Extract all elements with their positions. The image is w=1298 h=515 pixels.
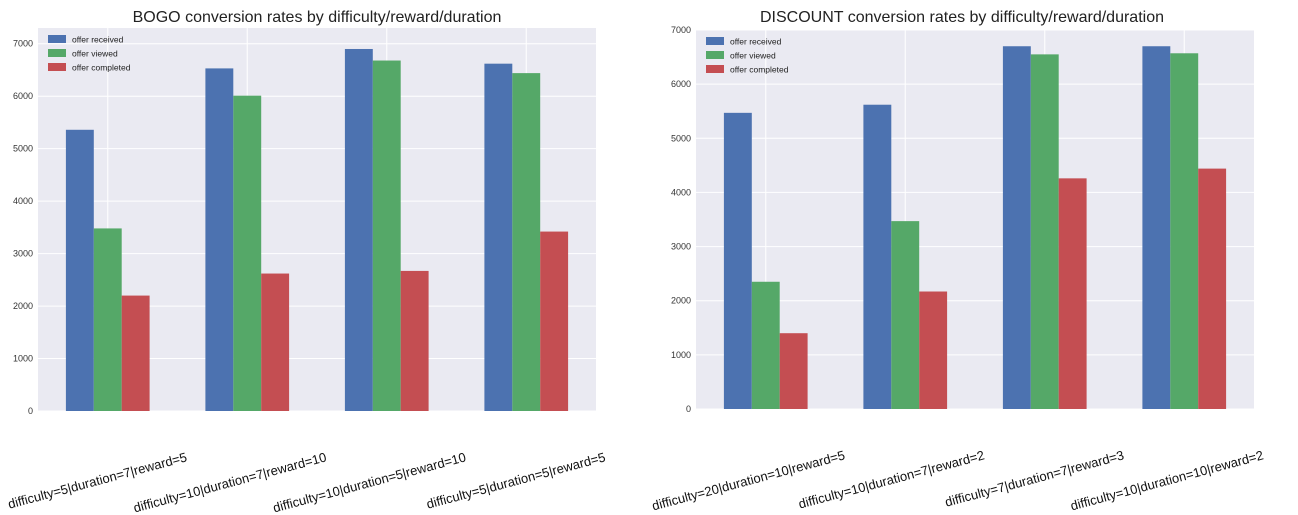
bogo-bar-offer-received bbox=[205, 68, 234, 412]
bogo-y-tick-label: 3000 bbox=[13, 249, 33, 259]
bogo-legend-label: offer completed bbox=[72, 63, 131, 73]
discount-y-tick-label: 2000 bbox=[671, 296, 691, 306]
discount-bar-offer-viewed bbox=[1170, 53, 1199, 409]
discount-y-tick-label: 4000 bbox=[671, 187, 691, 197]
discount-chart-title: DISCOUNT conversion rates by difficulty/… bbox=[760, 9, 1164, 26]
discount-legend-swatch bbox=[706, 51, 724, 59]
discount-chart: DISCOUNT conversion rates by difficulty/… bbox=[650, 9, 1265, 513]
bogo-legend: offer received offer viewed offer complete… bbox=[48, 35, 131, 73]
bogo-bar-offer-received bbox=[65, 129, 94, 411]
bogo-y-tick-label: 2000 bbox=[13, 301, 33, 311]
bogo-bar-offer-viewed bbox=[372, 60, 401, 411]
bogo-bar-offer-viewed bbox=[93, 228, 122, 411]
bogo-chart-title: BOGO conversion rates by difficulty/rewa… bbox=[133, 9, 502, 26]
discount-y-tick-label: 1000 bbox=[671, 350, 691, 360]
discount-bar-offer-completed bbox=[1198, 168, 1227, 409]
discount-y-tick-label: 7000 bbox=[671, 25, 691, 35]
discount-legend-label: offer completed bbox=[730, 65, 789, 75]
discount-legend: offer received offer viewed offer complete… bbox=[706, 37, 789, 75]
bogo-y-tick-label: 1000 bbox=[13, 354, 33, 364]
bogo-bar-offer-completed bbox=[261, 273, 290, 411]
bogo-chart: BOGO conversion rates by difficulty/rewa… bbox=[6, 9, 607, 515]
discount-y-tick-label: 0 bbox=[686, 404, 691, 414]
discount-bar-offer-received bbox=[863, 104, 892, 410]
discount-y-tick-label: 3000 bbox=[671, 242, 691, 252]
discount-legend-swatch bbox=[706, 65, 724, 73]
discount-y-tick-label: 5000 bbox=[671, 133, 691, 143]
bogo-legend-swatch bbox=[48, 49, 66, 57]
bogo-y-tick-label: 6000 bbox=[13, 91, 33, 101]
bogo-y-tick-label: 4000 bbox=[13, 196, 33, 206]
bogo-bar-offer-completed bbox=[540, 231, 569, 411]
bogo-y-tick-label: 0 bbox=[28, 406, 33, 416]
discount-bar-offer-completed bbox=[1058, 178, 1087, 409]
discount-bar-offer-received bbox=[1142, 46, 1171, 409]
bogo-bar-offer-viewed bbox=[233, 95, 262, 412]
discount-bar-offer-viewed bbox=[751, 281, 780, 409]
discount-bar-offer-received bbox=[723, 112, 752, 410]
discount-bar-offer-received bbox=[1002, 46, 1031, 409]
bogo-legend-label: offer viewed bbox=[72, 49, 118, 59]
discount-bar-offer-viewed bbox=[1030, 54, 1059, 409]
discount-y-tick-label: 6000 bbox=[671, 79, 691, 89]
bogo-y-tick-label: 5000 bbox=[13, 144, 33, 154]
bogo-bar-offer-received bbox=[484, 63, 513, 412]
bogo-y-tick-label: 7000 bbox=[13, 39, 33, 49]
discount-legend-label: offer viewed bbox=[730, 51, 776, 61]
bogo-bar-offer-received bbox=[344, 48, 373, 412]
bogo-bar-offer-viewed bbox=[512, 73, 541, 411]
bogo-legend-label: offer received bbox=[72, 35, 124, 45]
discount-bar-offer-viewed bbox=[891, 221, 920, 409]
bogo-bar-offer-completed bbox=[400, 270, 429, 411]
bogo-legend-swatch bbox=[48, 63, 66, 71]
discount-legend-swatch bbox=[706, 37, 724, 45]
bogo-legend-swatch bbox=[48, 35, 66, 43]
bogo-bar-offer-completed bbox=[121, 295, 150, 411]
discount-bar-offer-completed bbox=[779, 333, 808, 409]
discount-bar-offer-completed bbox=[919, 291, 948, 409]
discount-legend-label: offer received bbox=[730, 37, 782, 47]
